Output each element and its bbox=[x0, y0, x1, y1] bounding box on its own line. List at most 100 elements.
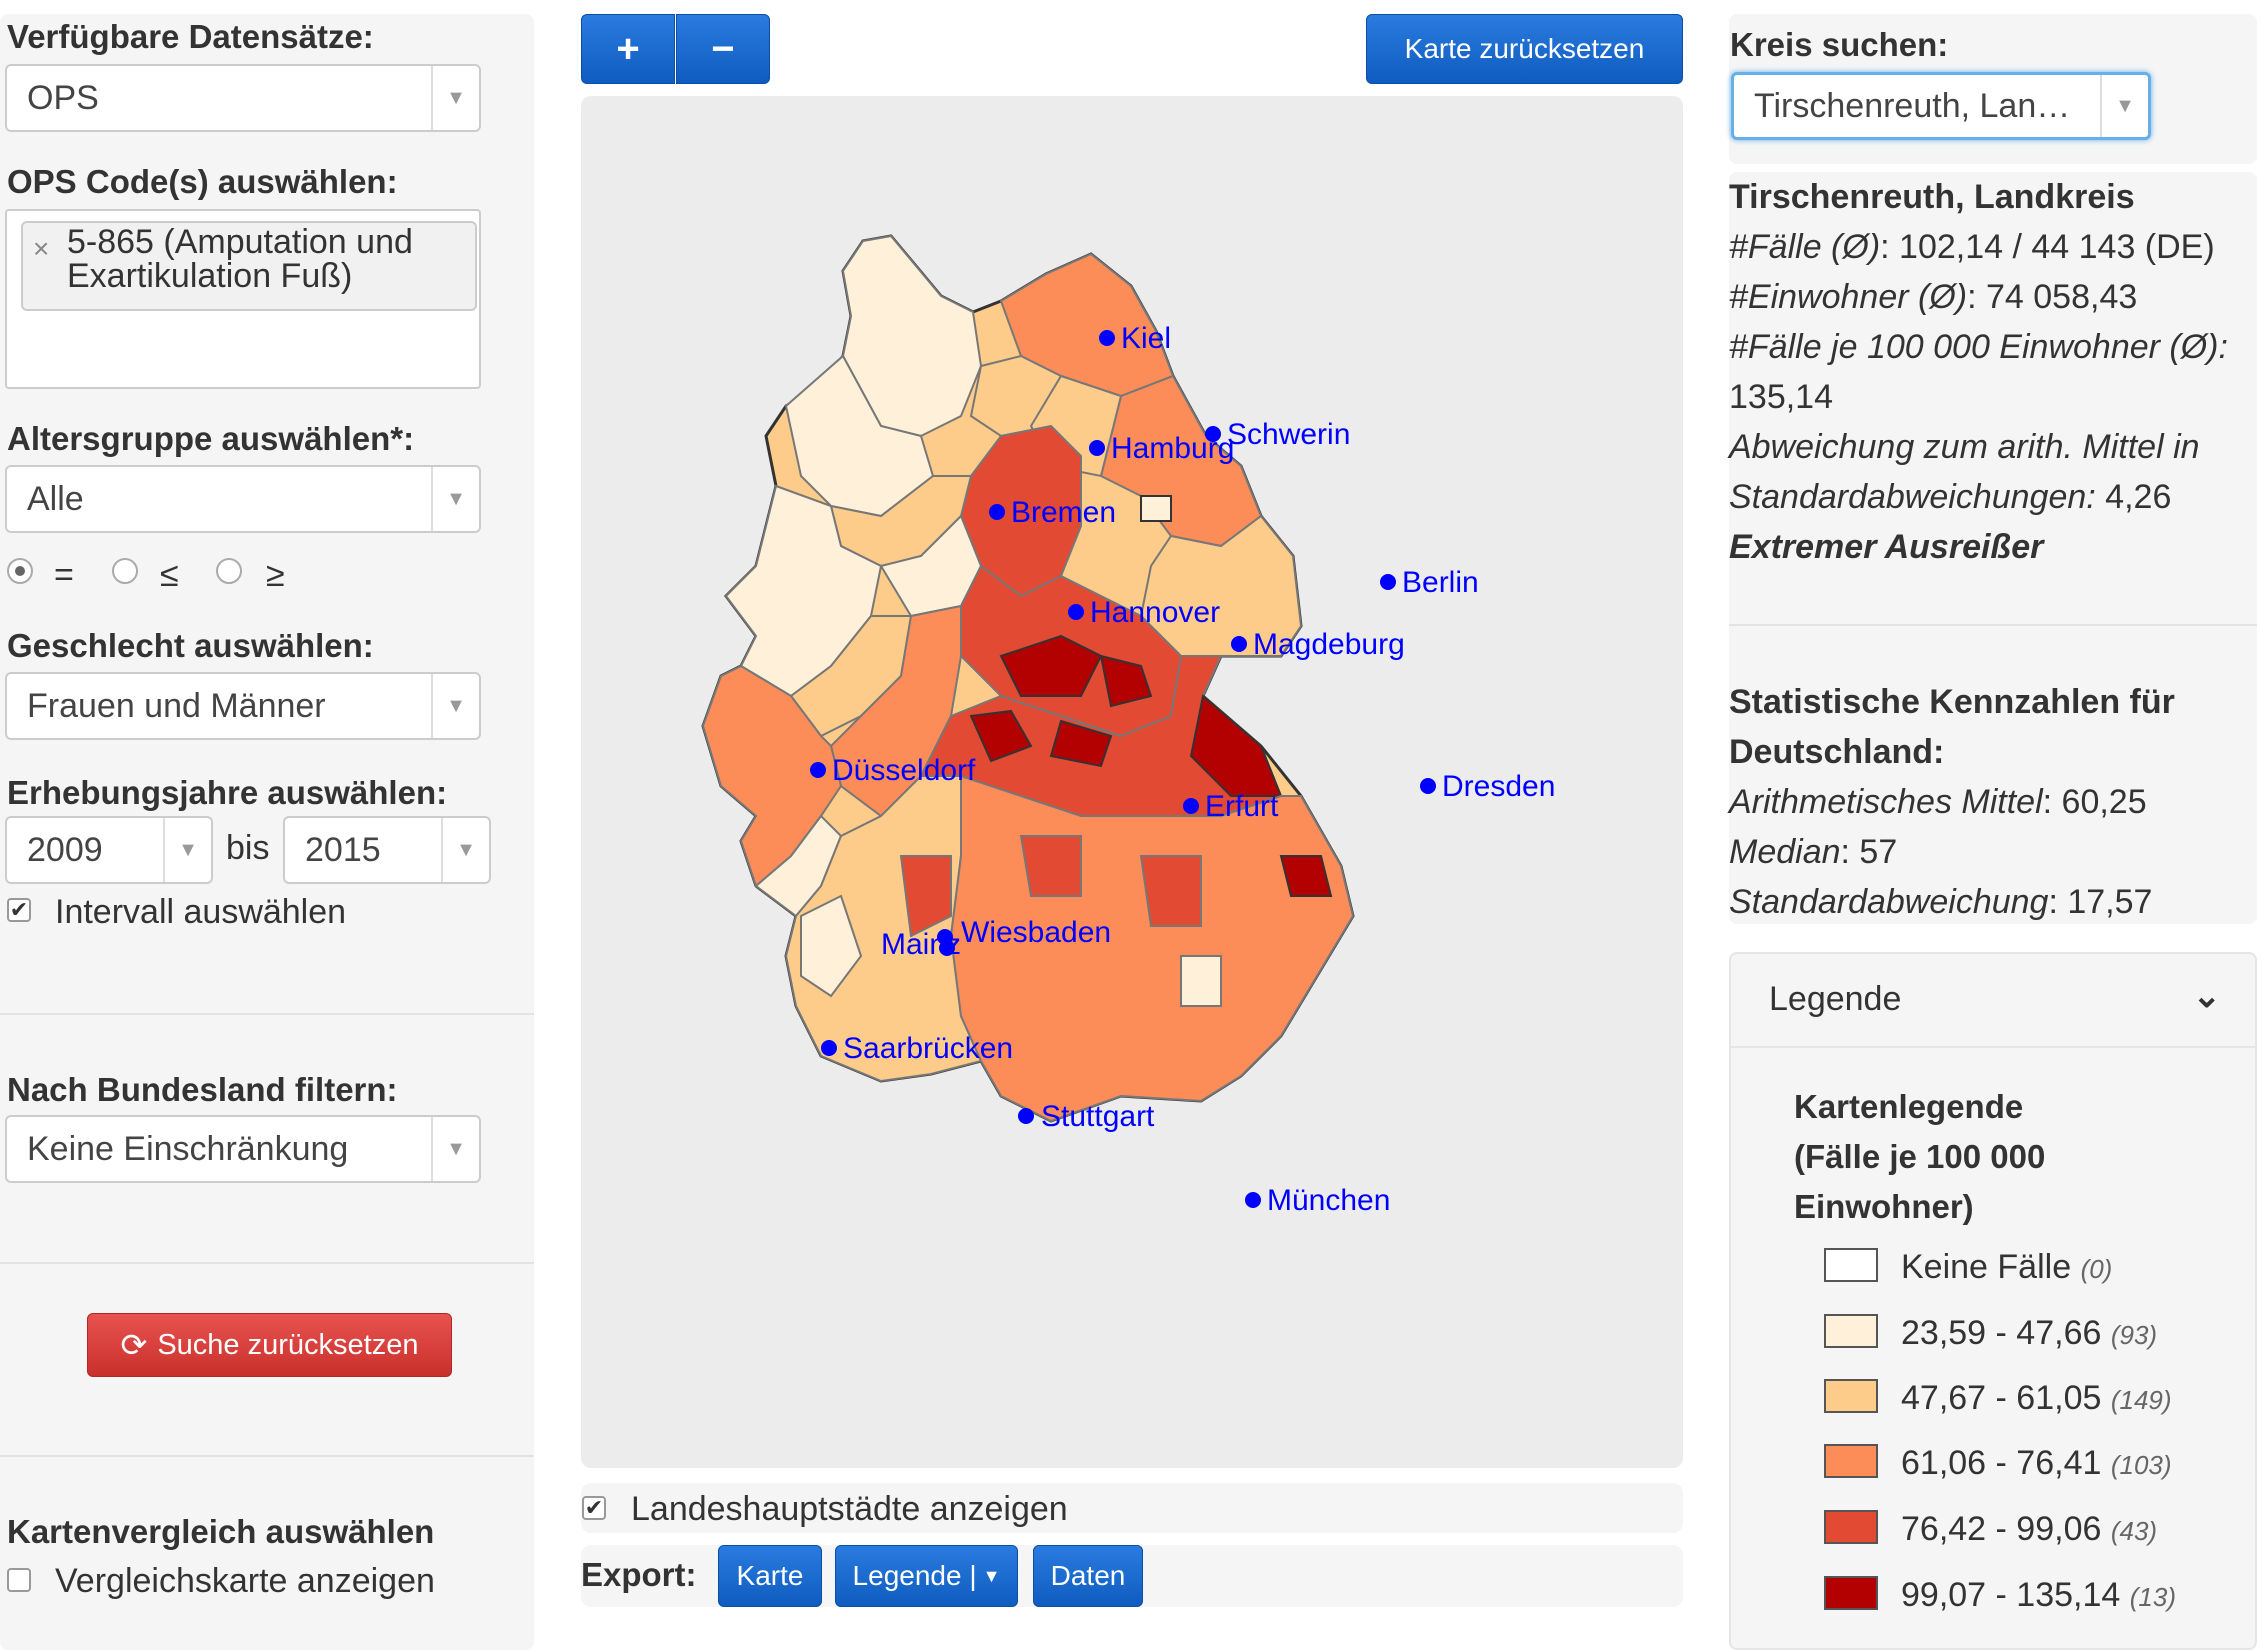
population-row: #Einwohner (Ø): 74 058,43 bbox=[1729, 278, 2137, 317]
sex-select[interactable]: Frauen und Männer ▼ bbox=[5, 672, 481, 740]
radio-less-equal[interactable] bbox=[112, 558, 138, 584]
datasets-select[interactable]: OPS ▼ bbox=[5, 64, 481, 132]
zoom-in-button[interactable]: + bbox=[581, 14, 675, 84]
map-region bbox=[1180, 955, 1222, 1007]
compare-checkbox-label: Vergleichskarte anzeigen bbox=[55, 1562, 435, 1600]
export-label: Export: bbox=[581, 1556, 697, 1593]
export-data-button[interactable]: Daten bbox=[1033, 1545, 1143, 1607]
mean-key: Arithmetisches Mittel bbox=[1729, 783, 2043, 821]
city-label-berlin: Berlin bbox=[1402, 566, 1479, 599]
legend-title-line2: (Fälle je 100 000 bbox=[1794, 1138, 2046, 1175]
state-label: Nach Bundesland filtern: bbox=[7, 1071, 398, 1108]
legend-swatch-0 bbox=[1824, 1248, 1878, 1282]
city-label-saarbruecken: Saarbrücken bbox=[843, 1032, 1013, 1065]
city-marker-bremen[interactable] bbox=[989, 504, 1005, 520]
city-marker-wiesbaden[interactable] bbox=[937, 929, 953, 945]
map-canvas[interactable]: Kiel Hamburg Schwerin Bremen Berlin Hann… bbox=[581, 96, 1683, 1468]
legend-count: (0) bbox=[2080, 1254, 2113, 1284]
legend-label: 76,42 - 99,06 bbox=[1901, 1510, 2102, 1548]
reset-search-button[interactable]: ⟳ Suche zurücksetzen bbox=[87, 1313, 452, 1377]
city-label-bremen: Bremen bbox=[1011, 496, 1116, 529]
deviation-line1: Abweichung zum arith. Mittel in bbox=[1729, 428, 2200, 466]
chevron-down-icon: ▼ bbox=[431, 1117, 479, 1181]
legend-count: (13) bbox=[2129, 1582, 2176, 1612]
district-title: Tirschenreuth, Landkreis bbox=[1729, 178, 2135, 216]
reset-search-label: Suche zurücksetzen bbox=[157, 1328, 419, 1361]
reset-map-button[interactable]: Karte zurücksetzen bbox=[1366, 14, 1683, 84]
legend-header[interactable]: Legende ⌄ bbox=[1731, 954, 2255, 1048]
state-select[interactable]: Keine Einschränkung ▼ bbox=[5, 1115, 481, 1183]
city-marker-muenchen[interactable] bbox=[1245, 1192, 1261, 1208]
city-marker-kiel[interactable] bbox=[1099, 330, 1115, 346]
ops-multiselect[interactable]: × 5-865 (Amputation und Exartikulation F… bbox=[5, 209, 481, 389]
chevron-down-icon: ▼ bbox=[431, 674, 479, 738]
map-region bbox=[1189, 694, 1283, 797]
rate-key: #Fälle je 100 000 Einwohner (Ø): bbox=[1729, 328, 2228, 366]
ops-tag-line1: 5-865 (Amputation und bbox=[67, 223, 413, 261]
city-label-muenchen: München bbox=[1267, 1184, 1390, 1217]
zoom-out-button[interactable]: − bbox=[676, 14, 770, 84]
capitals-bar bbox=[581, 1483, 1683, 1533]
city-marker-dresden[interactable] bbox=[1420, 778, 1436, 794]
radio-equal-label: = bbox=[54, 556, 74, 594]
radio-equal[interactable] bbox=[7, 558, 33, 584]
city-marker-schwerin[interactable] bbox=[1205, 426, 1221, 442]
city-marker-hamburg[interactable] bbox=[1089, 440, 1105, 456]
sd-row: Standardabweichung: 17,57 bbox=[1729, 883, 2152, 922]
year-to-select[interactable]: 2015 ▼ bbox=[283, 816, 491, 884]
sex-value: Frauen und Männer bbox=[27, 686, 326, 725]
city-marker-saarbruecken[interactable] bbox=[821, 1040, 837, 1056]
city-marker-berlin[interactable] bbox=[1380, 574, 1396, 590]
chevron-down-icon: ▼ bbox=[2100, 75, 2148, 137]
median-key: Median bbox=[1729, 833, 1841, 871]
year-from-select[interactable]: 2009 ▼ bbox=[5, 816, 213, 884]
legend-count: (103) bbox=[2110, 1450, 2172, 1480]
divider bbox=[0, 1455, 534, 1457]
legend-count: (93) bbox=[2110, 1320, 2158, 1350]
state-value: Keine Einschränkung bbox=[27, 1129, 349, 1168]
rate-value: 135,14 bbox=[1729, 378, 1833, 416]
city-label-wiesbaden: Wiesbaden bbox=[961, 916, 1111, 949]
city-marker-hannover[interactable] bbox=[1068, 604, 1084, 620]
stats-title-line2: Deutschland: bbox=[1729, 733, 1945, 771]
legend-swatch-5 bbox=[1824, 1576, 1878, 1610]
city-marker-stuttgart[interactable] bbox=[1018, 1108, 1034, 1124]
city-label-erfurt: Erfurt bbox=[1205, 790, 1279, 823]
city-label-schwerin: Schwerin bbox=[1227, 418, 1350, 451]
ops-label: OPS Code(s) auswählen: bbox=[7, 163, 398, 200]
population-value: : 74 058,43 bbox=[1967, 278, 2138, 316]
city-marker-magdeburg[interactable] bbox=[1231, 636, 1247, 652]
map-region bbox=[841, 234, 983, 438]
datasets-value: OPS bbox=[27, 78, 99, 117]
caret-down-icon: ▼ bbox=[982, 1565, 1001, 1586]
divider bbox=[0, 1262, 534, 1264]
compare-label: Kartenvergleich auswählen bbox=[7, 1513, 435, 1550]
plus-icon: + bbox=[616, 26, 640, 71]
germany-choropleth[interactable]: Kiel Hamburg Schwerin Bremen Berlin Hann… bbox=[581, 96, 1683, 1468]
interval-checkbox[interactable]: ✔ bbox=[7, 898, 31, 922]
years-label: Erhebungsjahre auswählen: bbox=[7, 774, 448, 811]
export-map-button[interactable]: Karte bbox=[718, 1545, 822, 1607]
capitals-label: Landeshauptstädte anzeigen bbox=[631, 1490, 1068, 1528]
legend-label: 23,59 - 47,66 bbox=[1901, 1314, 2102, 1352]
district-search-select[interactable]: Tirschenreuth, Lan… ▼ bbox=[1731, 72, 2151, 140]
export-legend-button[interactable]: Legende | ▼ bbox=[835, 1545, 1018, 1607]
capitals-checkbox[interactable]: ✔ bbox=[582, 1496, 606, 1520]
compare-checkbox[interactable] bbox=[7, 1568, 31, 1592]
sd-key: Standardabweichung bbox=[1729, 883, 2049, 921]
mean-row: Arithmetisches Mittel: 60,25 bbox=[1729, 783, 2147, 822]
year-to-value: 2015 bbox=[305, 830, 381, 869]
chevron-down-icon[interactable]: ⌄ bbox=[2192, 977, 2222, 1015]
city-label-duesseldorf: Düsseldorf bbox=[832, 754, 976, 787]
radio-greater-equal[interactable] bbox=[216, 558, 242, 584]
refresh-icon: ⟳ bbox=[120, 1327, 148, 1363]
median-row: Median: 57 bbox=[1729, 833, 1897, 872]
year-bis-label: bis bbox=[226, 829, 270, 867]
legend-item-1: 23,59 - 47,66 (93) bbox=[1901, 1314, 2157, 1353]
divider bbox=[1729, 624, 2257, 626]
map-region bbox=[701, 664, 843, 888]
age-select[interactable]: Alle ▼ bbox=[5, 465, 481, 533]
city-marker-erfurt[interactable] bbox=[1183, 798, 1199, 814]
remove-tag-icon[interactable]: × bbox=[33, 233, 50, 264]
city-marker-duesseldorf[interactable] bbox=[810, 762, 826, 778]
